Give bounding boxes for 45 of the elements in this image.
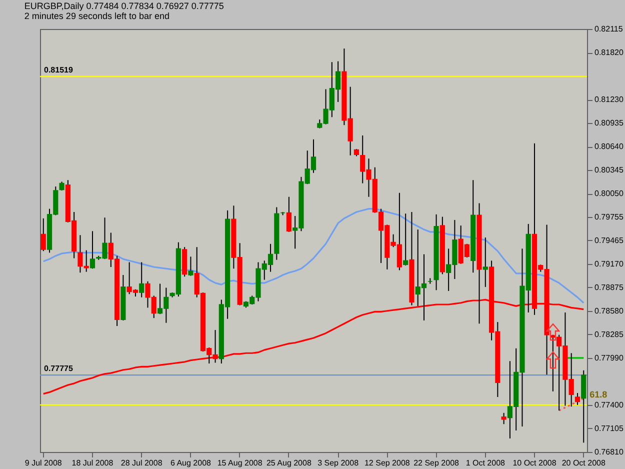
x-tick-label: 3 Sep 2008: [318, 458, 360, 468]
candlestick: [581, 370, 586, 444]
line-series: [42, 208, 584, 304]
ref-line-label: 0.81519: [44, 66, 74, 75]
x-tick-label: 1 Oct 2008: [466, 458, 506, 468]
x-tick-label: 6 Aug 2008: [170, 458, 212, 468]
y-tick-label: 0.79170: [594, 259, 624, 268]
candlestick: [403, 213, 408, 266]
candlestick: [286, 196, 292, 232]
y-tick-label: 0.80935: [594, 118, 624, 128]
x-tick-label: 28 Jul 2008: [120, 458, 163, 468]
x-tick-label: 12 Sep 2008: [364, 458, 410, 468]
y-tick-label: 0.80640: [594, 142, 624, 152]
x-tick-label: 22 Sep 2008: [414, 458, 460, 468]
y-tick-label: 0.78285: [594, 330, 624, 339]
candlestick: [90, 230, 96, 270]
x-tick-label: 10 Oct 2008: [512, 458, 557, 468]
ref-line-label: 0.77775: [44, 364, 74, 374]
y-tick-label: 0.79755: [594, 212, 624, 222]
y-tick-label: 0.78580: [594, 306, 624, 316]
x-tick-label: 20 Oct 2008: [562, 458, 606, 468]
x-tick-label: 15 Aug 2008: [217, 458, 263, 468]
candlestick: [139, 262, 144, 298]
y-tick-label: 0.77400: [594, 400, 624, 410]
y-tick-label: 0.82115: [594, 24, 624, 34]
x-tick-label: 25 Aug 2008: [266, 458, 312, 468]
y-tick-label: 0.80050: [594, 189, 624, 198]
candlestick: [574, 392, 580, 406]
y-tick-label: 0.76810: [594, 448, 624, 456]
chart-subtitle: 2 minutes 29 seconds left to bar end: [24, 11, 170, 21]
y-tick-label: 0.80345: [594, 166, 624, 175]
y-tick-label: 0.77990: [594, 353, 624, 362]
x-tick-label: 18 Jul 2008: [72, 458, 114, 468]
text: 61.8: [590, 390, 608, 400]
y-tick-label: 0.81230: [594, 95, 624, 104]
y-tick-label: 0.77105: [594, 424, 624, 433]
y-tick-label: 0.78875: [594, 282, 624, 292]
candlestick: [482, 237, 488, 288]
chart-title: EURGBP,Daily 0.77484 0.77834 0.76927 0.77775: [24, 1, 224, 11]
candlestick: [40, 218, 46, 252]
y-tick-label: 0.79465: [594, 236, 624, 245]
y-tick-label: 0.81820: [594, 48, 624, 58]
x-tick-label: 9 Jul 2008: [24, 458, 62, 468]
candlestick: [188, 256, 194, 276]
candlestick: [501, 412, 506, 425]
